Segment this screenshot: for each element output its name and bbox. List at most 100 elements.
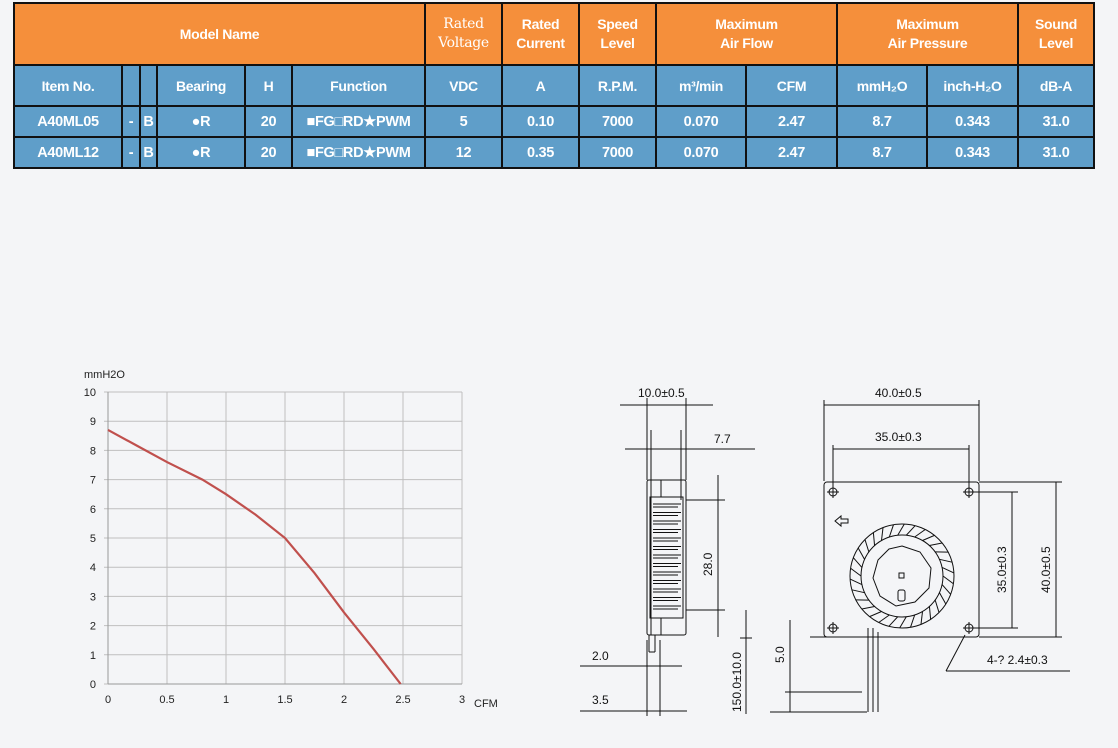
- speed-level-header: Speed Level: [578, 2, 657, 66]
- m3min-cell: 0.070: [655, 105, 747, 138]
- function-header: Function: [291, 64, 426, 107]
- y-tick-label: 10: [84, 387, 96, 399]
- inchh2o-cell: 0.343: [926, 136, 1019, 169]
- y-tick-label: 7: [90, 475, 96, 487]
- max-air-pressure-header: Maximum Air Pressure: [836, 2, 1019, 66]
- dim-height: 28.0: [701, 552, 715, 576]
- mmh2o-cell: 8.7: [836, 105, 928, 138]
- x-tick-label: 1: [223, 694, 229, 706]
- impeller-blade: [914, 529, 926, 538]
- dba-cell: 31.0: [1017, 136, 1095, 169]
- dim-inner: 7.7: [714, 432, 731, 446]
- front-view-drawing: 40.0±0.5 35.0±0.3 35.0±0.3 40.0±0.5 4-? …: [770, 386, 1070, 713]
- subheader-row: Item No. Bearing H Function VDC A R.P.M.…: [13, 64, 1095, 107]
- dim-cable: 150.0±10.0: [730, 652, 744, 712]
- impeller-blade: [897, 523, 905, 536]
- x-tick-label: 1.5: [277, 694, 292, 706]
- impeller-blade: [888, 524, 894, 538]
- rated-voltage-header: Rated Voltage: [424, 2, 503, 66]
- y-tick-label: 9: [90, 416, 96, 428]
- impeller-blade: [929, 542, 943, 547]
- impeller-blade: [849, 578, 863, 585]
- blank-header: [121, 64, 141, 107]
- impeller-blade: [852, 557, 863, 568]
- impeller-blade: [920, 611, 923, 625]
- h-cell: 20: [244, 105, 293, 138]
- dim-v-height: 40.0±0.5: [1039, 546, 1053, 593]
- max-air-flow-header: Maximum Air Flow: [655, 2, 838, 66]
- dba-header: dB-A: [1017, 64, 1095, 107]
- impeller-blade: [941, 567, 955, 574]
- dash-cell: -: [121, 105, 141, 138]
- pq-curve-line: [107, 428, 402, 685]
- function-cell: ■FG□RD★PWM: [291, 136, 426, 169]
- impeller-blade: [905, 525, 916, 536]
- vdc-cell: 5: [424, 105, 503, 138]
- cfm-header: CFM: [745, 64, 838, 107]
- dim-v-pitch: 35.0±0.3: [995, 546, 1009, 593]
- vdc-header: VDC: [424, 64, 503, 107]
- impeller-blade: [878, 614, 890, 623]
- x-tick-label: 2: [341, 694, 347, 706]
- impeller-blade: [899, 616, 907, 629]
- side-view-drawing: 10.0±0.5 7.7 28.0 150.0±10.0 2.0 3.5: [580, 386, 755, 716]
- h-header: H: [244, 64, 293, 107]
- impeller-blade: [939, 592, 947, 605]
- impeller-blade: [872, 532, 876, 546]
- impeller-blade: [864, 539, 870, 553]
- dim-width: 40.0±0.5: [875, 386, 922, 400]
- item-no-header: Item No.: [13, 64, 123, 107]
- table-row: A40ML05 - B ●R 20 ■FG□RD★PWM 5 0.10 7000…: [13, 105, 1095, 138]
- y-tick-label: 3: [90, 591, 96, 603]
- impeller-blade: [922, 534, 935, 541]
- bearing-cell: ●R: [156, 105, 246, 138]
- m3min-header: m³/min: [655, 64, 747, 107]
- y-tick-label: 8: [90, 445, 96, 457]
- y-tick-label: 2: [90, 621, 96, 633]
- inchh2o-cell: 0.343: [926, 105, 1019, 138]
- impeller-blade: [934, 599, 940, 613]
- x-tick-label: 2.5: [395, 694, 410, 706]
- x-tick-label: 3: [459, 694, 465, 706]
- dim-d1: 2.0: [592, 649, 609, 663]
- airflow-arrow-icon: [834, 514, 849, 528]
- x-axis-label: CFM: [474, 698, 498, 710]
- cfm-cell: 2.47: [745, 136, 838, 169]
- item-no-cell: A40ML05: [13, 105, 123, 138]
- impeller-blade: [857, 547, 865, 560]
- cfm-cell: 2.47: [745, 105, 838, 138]
- m3min-cell: 0.070: [655, 136, 747, 169]
- current-cell: 0.10: [501, 105, 580, 138]
- rpm-cell: 7000: [578, 136, 657, 169]
- mmh2o-header: mmH₂O: [836, 64, 928, 107]
- dim-d2: 3.5: [592, 693, 609, 707]
- impeller-blade: [869, 611, 882, 618]
- bearing-cell: ●R: [156, 136, 246, 169]
- dim-holes: 4-? 2.4±0.3: [987, 653, 1048, 667]
- bearing-header: Bearing: [156, 64, 246, 107]
- h-cell: 20: [244, 136, 293, 169]
- inchh2o-header: inch-H₂O: [926, 64, 1019, 107]
- table-row: A40ML12 - B ●R 20 ■FG□RD★PWM 12 0.35 700…: [13, 136, 1095, 169]
- spec-table: Model Name Rated Voltage Rated Current S…: [13, 2, 1095, 169]
- dim-width: 10.0±0.5: [638, 386, 685, 400]
- impeller-blade: [861, 605, 875, 610]
- impeller-blade: [939, 558, 953, 563]
- impeller-blade: [942, 575, 954, 585]
- vdc-cell: 12: [424, 136, 503, 169]
- y-axis-label: mmH2O: [84, 369, 125, 381]
- header-row: Model Name Rated Voltage Rated Current S…: [13, 2, 1095, 66]
- b-cell: B: [139, 105, 158, 138]
- function-cell: ■FG□RD★PWM: [291, 105, 426, 138]
- a-header: A: [501, 64, 580, 107]
- blank-header: [139, 64, 158, 107]
- x-tick-label: 0.5: [159, 694, 174, 706]
- item-no-cell: A40ML12: [13, 136, 123, 169]
- impeller-blade: [928, 606, 932, 620]
- dim-offset: 5.0: [773, 646, 787, 663]
- impeller-blade: [850, 567, 862, 577]
- rpm-header: R.P.M.: [578, 64, 657, 107]
- y-tick-label: 4: [90, 562, 96, 574]
- dash-cell: -: [121, 136, 141, 169]
